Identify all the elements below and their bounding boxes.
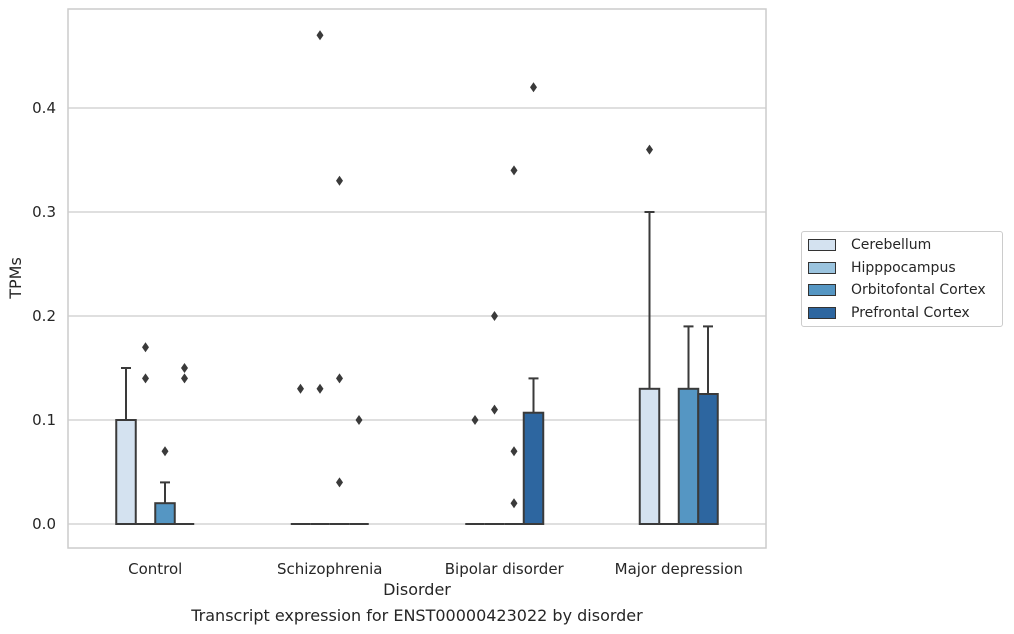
box-orbitofontal-cortex — [677, 325, 700, 525]
outlier-point — [316, 30, 324, 41]
y-tick-labels: 0.0 0.1 0.2 0.3 0.4 — [32, 99, 56, 533]
gridlines — [68, 107, 766, 525]
outlier-point — [142, 373, 149, 384]
y-tick-label: 0.3 — [32, 203, 56, 221]
x-axis-label: Disorder — [383, 580, 451, 599]
outlier-point — [646, 144, 653, 155]
box-body — [154, 502, 176, 526]
outlier-point — [142, 342, 149, 353]
box-cerebellum — [465, 415, 485, 525]
box-body — [638, 387, 661, 525]
outlier-point — [355, 415, 363, 425]
box-prefrontal-cortex — [349, 415, 369, 525]
box-orbitofontal-cortex — [329, 175, 350, 525]
legend-label: Prefrontal Cortex — [851, 304, 970, 321]
figure-caption: Transcript expression for ENST0000042302… — [191, 606, 643, 625]
x-tick-labels: Control Schizophrenia Bipolar disorder Majo… — [128, 560, 743, 578]
box-cerebellum — [290, 383, 311, 525]
plot-frame — [67, 8, 767, 549]
box-prefrontal-cortex — [697, 325, 719, 525]
y-tick-label: 0.2 — [32, 307, 56, 325]
outlier-point — [297, 383, 304, 394]
outlier-point — [316, 383, 324, 394]
box-prefrontal-cortex — [174, 363, 195, 525]
outlier-point — [336, 477, 343, 488]
legend-swatch — [808, 306, 836, 319]
box-body — [697, 393, 719, 525]
box-body — [522, 411, 545, 525]
y-axis-label: TPMs — [6, 257, 25, 300]
outlier-point — [471, 415, 479, 425]
box-marks — [115, 30, 719, 526]
outlier-point — [530, 82, 537, 93]
x-tick-label: Major depression — [615, 560, 743, 578]
box-hipppocampus — [484, 311, 505, 525]
box-prefrontal-cortex — [522, 82, 545, 525]
legend-label: Cerebellum — [851, 237, 932, 253]
box-hipppocampus — [135, 342, 156, 525]
legend-label: Orbitofontal Cortex — [851, 282, 986, 298]
y-tick-label: 0.0 — [32, 515, 56, 533]
box-orbitofontal-cortex — [504, 165, 524, 525]
outlier-point — [510, 165, 518, 176]
x-tick-label: Control — [128, 560, 182, 578]
x-tick-label: Schizophrenia — [277, 560, 382, 578]
outlier-point — [491, 404, 498, 415]
legend-item: Cerebellum — [808, 235, 931, 255]
outlier-point — [510, 498, 518, 509]
legend-swatch — [808, 284, 836, 296]
outlier-point — [491, 311, 498, 321]
outlier-point — [336, 175, 343, 186]
outlier-point — [336, 373, 343, 384]
outlier-point — [181, 363, 188, 373]
legend-item: Orbitofontal Cortex — [808, 280, 986, 300]
legend-item: Prefrontal Cortex — [808, 303, 970, 323]
box-body — [115, 419, 137, 525]
box-body — [677, 387, 700, 525]
outlier-point — [161, 446, 169, 457]
x-tick-label: Bipolar disorder — [445, 560, 565, 578]
box-hipppocampus — [310, 30, 330, 525]
box-cerebellum — [638, 144, 661, 525]
legend-swatch — [808, 261, 836, 274]
legend-swatch — [808, 239, 836, 251]
outlier-point — [510, 446, 518, 457]
y-tick-label: 0.4 — [32, 99, 56, 117]
legend: Cerebellum Hipppocampus Orbitofontal Corte… — [801, 231, 1003, 327]
box-orbitofontal-cortex — [154, 446, 176, 526]
legend-item: Hipppocampus — [808, 258, 956, 278]
legend-label: Hipppocampus — [851, 259, 956, 276]
box-cerebellum — [115, 367, 137, 525]
y-tick-label: 0.1 — [32, 411, 56, 429]
outlier-point — [181, 373, 188, 384]
